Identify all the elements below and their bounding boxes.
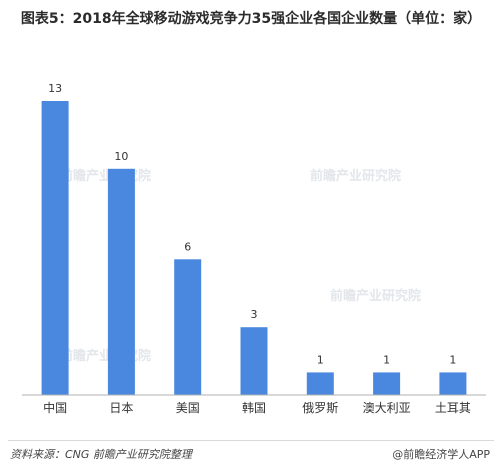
- data-label: 1: [449, 353, 456, 366]
- source-note: 资料来源：CNG 前瞻产业研究院整理: [10, 448, 192, 461]
- footer-divider: [8, 440, 494, 441]
- chart-title: 图表5：2018年全球移动游戏竞争力35强企业各国企业数量（单位：家）: [20, 11, 482, 27]
- bar-chart: 前瞻产业研究院 前瞻产业研究院 前瞻产业研究院 前瞻产业研究院 13中国10日本…: [22, 82, 486, 415]
- data-label: 6: [184, 240, 191, 253]
- category-label: 日本: [109, 401, 133, 415]
- watermark: 前瞻产业研究院: [60, 348, 151, 364]
- data-label: 1: [317, 353, 324, 366]
- bar-1: [107, 168, 135, 395]
- category-label: 俄罗斯: [302, 401, 338, 415]
- data-label: 10: [114, 150, 128, 163]
- category-label: 土耳其: [435, 401, 471, 415]
- watermark: 前瞻产业研究院: [60, 168, 151, 184]
- category-label: 澳大利亚: [363, 401, 411, 415]
- bar-0: [41, 101, 69, 395]
- data-label: 13: [48, 82, 62, 95]
- data-label: 1: [383, 353, 390, 366]
- category-label: 美国: [176, 401, 200, 415]
- bar-group: 13 中国 10 日本 6 美国 3 韩国 1 俄罗斯 1 澳大利亚 1 土耳其: [41, 82, 471, 415]
- watermark: 前瞻产业研究院: [310, 168, 401, 184]
- bar-5: [373, 372, 401, 395]
- bar-2: [174, 259, 202, 395]
- data-label: 3: [251, 308, 258, 321]
- category-label: 中国: [43, 400, 67, 415]
- bar-3: [240, 327, 268, 395]
- bar-6: [439, 372, 467, 395]
- bar-4: [306, 372, 334, 395]
- watermark: 前瞻产业研究院: [330, 288, 421, 304]
- category-label: 韩国: [242, 400, 266, 415]
- credit-note: @前瞻经济学人APP: [392, 448, 490, 461]
